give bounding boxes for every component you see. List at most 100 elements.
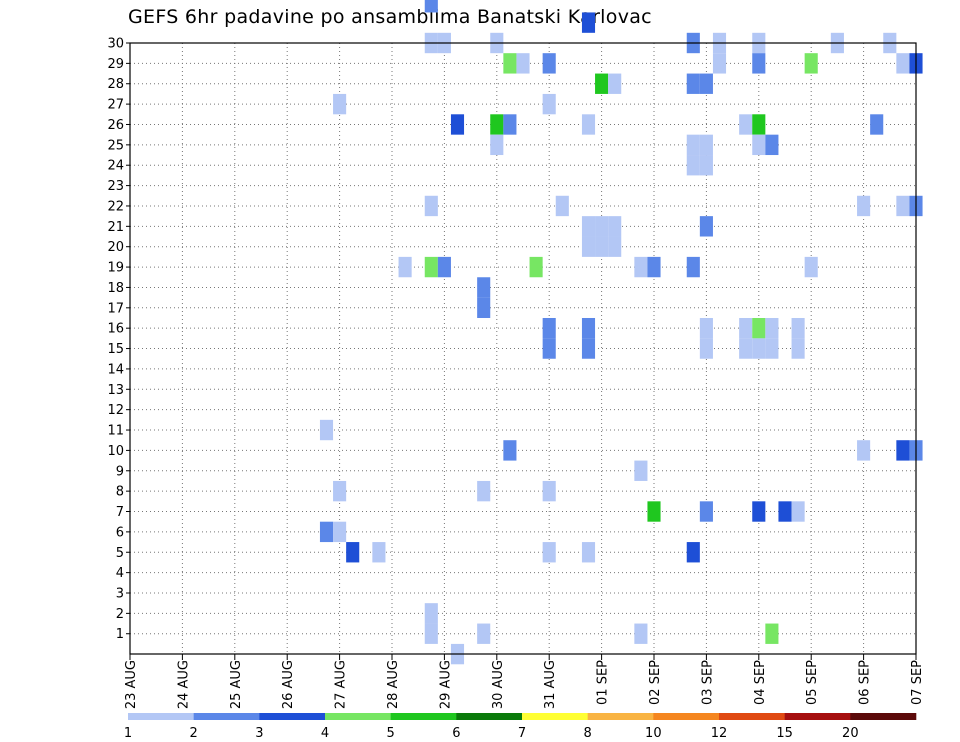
colorbar-label: 6 [452, 726, 460, 741]
data-cell [595, 73, 609, 94]
data-cell [477, 297, 491, 318]
y-tick-label: 26 [107, 118, 124, 133]
data-cell [686, 542, 700, 563]
data-cell [896, 195, 910, 217]
data-cell [791, 317, 805, 339]
data-cell [581, 542, 596, 563]
x-tick-label: 04 SEP [753, 660, 768, 705]
data-cell [333, 521, 347, 543]
y-tick-label: 30 [107, 37, 124, 52]
data-cell [699, 501, 713, 522]
colorbar: 1 2 3 4 5 6 7 8 10 12 15 20 [124, 713, 917, 741]
y-tick-label: 2 [116, 607, 124, 622]
y-tick-label: 3 [116, 586, 124, 601]
data-cell [870, 114, 884, 135]
data-cells [319, 0, 923, 665]
data-cell [699, 155, 713, 176]
colorbar-segment [128, 713, 194, 720]
data-cell [804, 53, 818, 74]
y-tick-label: 22 [107, 199, 124, 214]
x-tick-label: 05 SEP [805, 660, 820, 705]
data-cell [516, 53, 530, 74]
colorbar-segment [390, 713, 457, 720]
data-cell [896, 440, 910, 461]
y-tick-label: 29 [107, 57, 124, 72]
y-tick-label: 28 [107, 77, 124, 92]
data-cell [791, 338, 805, 359]
x-tick-label: 25 AUG [229, 660, 244, 709]
data-cell [608, 216, 622, 237]
data-cell [542, 53, 556, 74]
data-cell [581, 216, 596, 237]
data-cell [752, 114, 766, 135]
colorbar-segment [653, 713, 720, 720]
data-cell [477, 480, 491, 502]
y-tick-label: 24 [107, 159, 124, 174]
data-cell [581, 114, 596, 135]
data-cell [503, 114, 517, 135]
colorbar-segment [259, 713, 326, 720]
colorbar-segment [522, 713, 588, 720]
data-cell [896, 53, 910, 74]
data-cell [503, 440, 517, 461]
x-axis: 23 AUG 24 AUG 25 AUG 26 AUG 27 AUG 28 AUG 29 A… [124, 654, 925, 709]
colorbar-label: 1 [124, 726, 132, 741]
colorbar-label: 2 [190, 726, 198, 741]
data-cell [555, 195, 569, 217]
data-cell [542, 542, 556, 563]
y-tick-label: 1 [116, 627, 124, 642]
data-cell [739, 317, 753, 339]
y-tick-label: 13 [107, 383, 124, 398]
data-cell [739, 114, 753, 135]
data-cell [424, 256, 438, 278]
x-tick-label: 29 AUG [438, 660, 453, 709]
data-cell [424, 195, 438, 217]
data-cell [319, 521, 334, 543]
data-cell [686, 256, 700, 278]
x-tick-label: 28 AUG [386, 660, 401, 709]
y-tick-label: 17 [107, 301, 124, 316]
data-cell [542, 480, 556, 502]
x-tick-label: 24 AUG [176, 660, 191, 709]
data-cell [765, 317, 779, 339]
x-tick-label: 02 SEP [648, 660, 663, 705]
x-tick-label: 23 AUG [124, 660, 139, 709]
colorbar-segment [719, 713, 785, 720]
y-tick-label: 11 [107, 424, 124, 439]
colorbar-label: 5 [387, 726, 395, 741]
x-tick-label: 03 SEP [700, 660, 715, 705]
chart-title: GEFS 6hr padavine po ansamblima Banatski… [128, 6, 652, 28]
y-tick-label: 14 [107, 362, 124, 377]
colorbar-segment [784, 713, 851, 720]
y-axis: 1234567891011121314151617181920212223242… [107, 37, 130, 642]
y-tick-label: 10 [107, 444, 124, 459]
x-tick-label: 31 AUG [543, 660, 558, 709]
x-tick-label: 01 SEP [596, 660, 611, 705]
data-cell [437, 256, 451, 278]
data-cell [778, 501, 792, 522]
data-cell [529, 256, 543, 278]
data-cell [608, 73, 622, 94]
data-cell [699, 317, 713, 339]
y-tick-label: 15 [107, 342, 124, 357]
x-tick-label: 26 AUG [281, 660, 296, 709]
data-cell [542, 317, 556, 339]
x-tick-label: 30 AUG [491, 660, 506, 709]
data-cell [424, 623, 438, 644]
data-cell [857, 195, 871, 217]
data-cell [686, 155, 700, 176]
data-cell [542, 338, 556, 359]
data-cell [752, 501, 766, 522]
data-cell [634, 623, 648, 644]
data-cell [647, 256, 661, 278]
data-cell [450, 114, 465, 135]
y-tick-label: 7 [116, 505, 124, 520]
data-cell [765, 623, 779, 644]
data-cell [765, 134, 779, 156]
y-tick-label: 25 [107, 138, 124, 153]
data-cell [333, 480, 347, 502]
data-cell [346, 542, 360, 563]
data-cell [699, 73, 713, 94]
colorbar-label: 4 [321, 726, 329, 741]
